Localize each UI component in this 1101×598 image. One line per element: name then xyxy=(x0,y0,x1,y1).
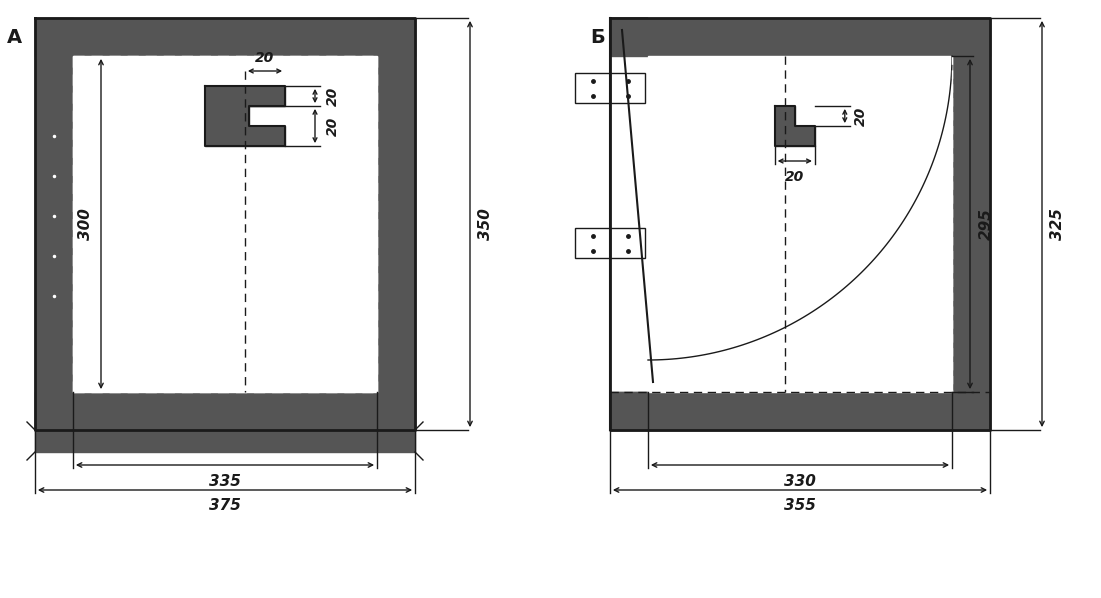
Bar xyxy=(575,73,645,103)
Bar xyxy=(575,228,645,258)
Text: 375: 375 xyxy=(209,499,241,514)
Polygon shape xyxy=(610,392,952,430)
Text: 20: 20 xyxy=(326,117,340,136)
Text: Б: Б xyxy=(590,28,606,47)
Text: 295: 295 xyxy=(979,208,993,240)
Polygon shape xyxy=(775,106,815,146)
Polygon shape xyxy=(35,18,415,56)
Text: 20: 20 xyxy=(255,51,274,65)
Polygon shape xyxy=(73,56,377,392)
Text: 330: 330 xyxy=(784,474,816,489)
Text: 335: 335 xyxy=(209,474,241,489)
Text: 20: 20 xyxy=(853,106,868,126)
Polygon shape xyxy=(35,430,415,452)
Polygon shape xyxy=(610,392,990,430)
Text: 325: 325 xyxy=(1050,208,1066,240)
Text: A: A xyxy=(7,28,22,47)
Polygon shape xyxy=(205,86,285,146)
Text: 350: 350 xyxy=(479,208,493,240)
Polygon shape xyxy=(610,392,648,430)
Polygon shape xyxy=(35,18,73,430)
Polygon shape xyxy=(952,18,990,430)
Polygon shape xyxy=(377,18,415,430)
Text: 300: 300 xyxy=(77,208,92,240)
Text: 355: 355 xyxy=(784,499,816,514)
Polygon shape xyxy=(610,18,648,56)
Polygon shape xyxy=(610,18,990,56)
Text: 20: 20 xyxy=(326,86,340,106)
Polygon shape xyxy=(648,56,952,392)
Polygon shape xyxy=(35,392,415,430)
Text: 20: 20 xyxy=(785,170,805,184)
